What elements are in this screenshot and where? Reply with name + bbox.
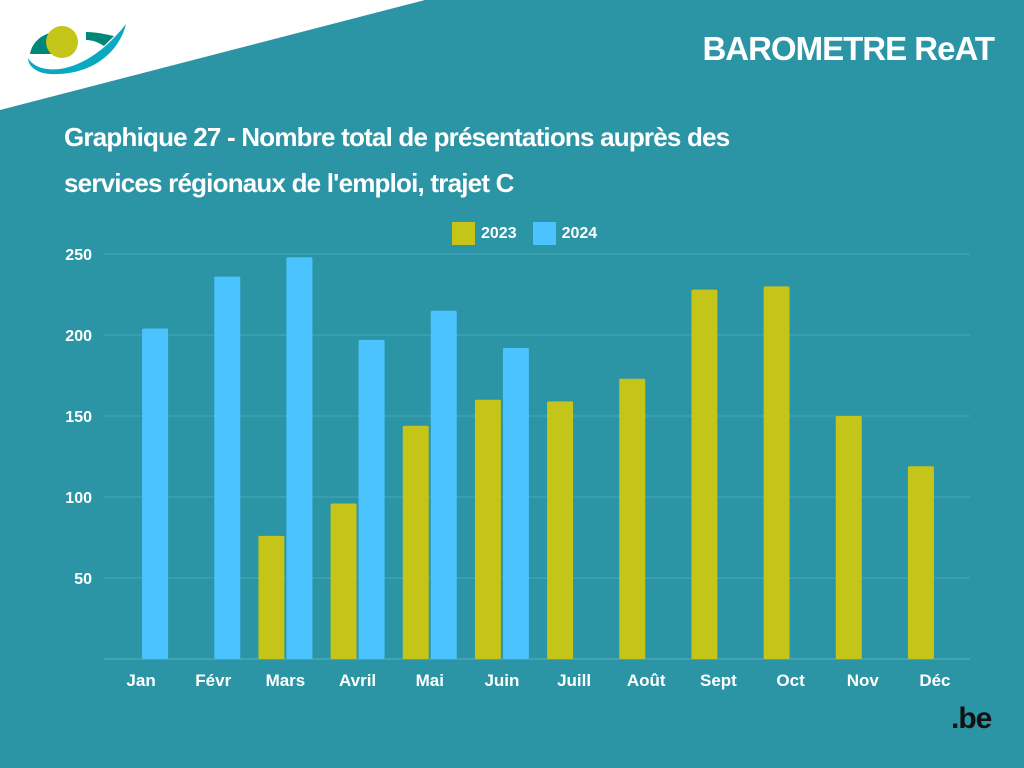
x-tick-label-Nov: Nov [847, 671, 880, 690]
brand-title: BAROMETRE ReAT [702, 30, 995, 67]
bar-2024-Jan [142, 328, 169, 659]
bar-2024-Févr [214, 276, 241, 659]
y-tick-label-200: 200 [65, 328, 92, 345]
bar-2023-Déc [907, 466, 934, 659]
legend-label-2023: 2023 [481, 224, 517, 242]
x-tick-label-Mai: Mai [416, 671, 444, 690]
bar-2024-Avril [358, 339, 385, 659]
x-tick-label-Oct: Oct [776, 671, 805, 690]
legend-item-2024: 2024 [532, 222, 598, 245]
x-tick-label-Jan: Jan [126, 671, 155, 690]
bar-2024-Mars [286, 257, 313, 659]
chart-title-line-1: Graphique 27 - Nombre total de présentat… [64, 122, 730, 152]
bar-2023-Oct [763, 286, 790, 659]
be-logo: .be [951, 702, 992, 736]
x-tick-label-Déc: Déc [919, 671, 950, 690]
legend-item-2023: 2023 [452, 222, 517, 245]
legend-swatch-2024 [532, 222, 556, 245]
bar-2023-Août [619, 378, 646, 659]
x-tick-label-Mars: Mars [266, 671, 306, 690]
bar-2023-Juill [547, 401, 574, 659]
y-tick-label-150: 150 [65, 409, 92, 426]
x-tick-label-Avril: Avril [339, 671, 376, 690]
chart-legend: 2023 2024 [452, 222, 613, 245]
x-tick-label-Juill: Juill [557, 671, 591, 690]
x-tick-label-Sept: Sept [700, 671, 737, 690]
legend-swatch-2023 [452, 222, 475, 245]
chart-title: Graphique 27 - Nombre total de présentat… [64, 114, 944, 206]
bar-2023-Juin [474, 399, 501, 659]
legend-label-2024: 2024 [561, 224, 598, 242]
bar-2023-Avril [330, 503, 357, 659]
chart-title-line-2: services régionaux de l'emploi, trajet C [64, 168, 514, 198]
be-logo-text: .be [951, 702, 992, 735]
x-tick-label-Juin: Juin [484, 671, 519, 690]
y-tick-label-50: 50 [74, 571, 92, 588]
x-tick-label-Févr: Févr [195, 671, 231, 690]
bar-2023-Sept [691, 289, 718, 659]
x-tick-label-Août: Août [627, 671, 666, 690]
y-tick-label-250: 250 [65, 247, 92, 264]
bar-2024-Juin [502, 347, 529, 659]
bar-2023-Nov [835, 416, 862, 659]
bar-2024-Mai [430, 310, 457, 659]
y-tick-label-100: 100 [65, 490, 92, 507]
bar-2023-Mai [402, 425, 429, 659]
eye-logo-icon [28, 24, 126, 75]
bar-2023-Mars [258, 535, 285, 659]
